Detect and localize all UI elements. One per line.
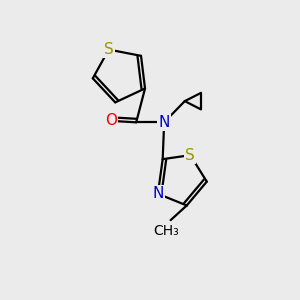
Text: N: N — [152, 186, 164, 201]
Text: S: S — [185, 148, 195, 163]
Text: CH₃: CH₃ — [153, 224, 179, 238]
Text: O: O — [105, 113, 117, 128]
Text: N: N — [158, 115, 170, 130]
Text: S: S — [104, 42, 114, 57]
